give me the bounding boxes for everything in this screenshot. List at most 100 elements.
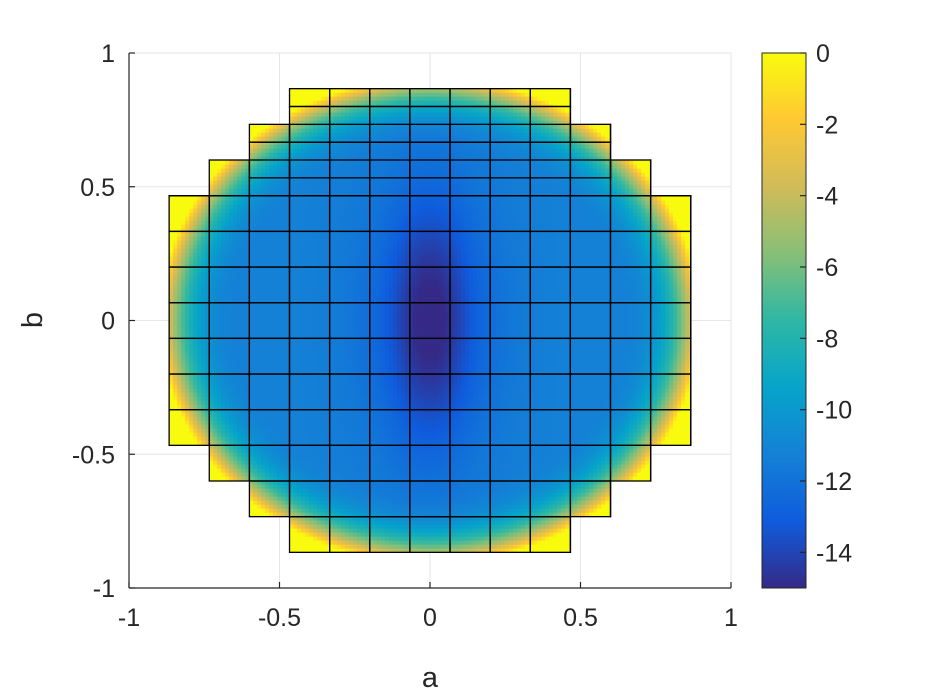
field-pixel xyxy=(225,372,230,378)
field-pixel xyxy=(281,144,286,150)
field-pixel xyxy=(269,320,274,326)
field-pixel xyxy=(269,324,274,330)
field-pixel xyxy=(249,380,254,386)
field-pixel xyxy=(217,288,222,294)
field-pixel xyxy=(325,476,330,482)
field-pixel xyxy=(309,360,314,366)
field-pixel xyxy=(317,544,322,550)
field-pixel xyxy=(273,232,278,238)
field-pixel xyxy=(241,440,246,446)
field-pixel xyxy=(325,520,330,526)
field-pixel xyxy=(213,252,218,258)
field-pixel xyxy=(201,288,206,294)
field-pixel xyxy=(333,140,338,146)
field-pixel xyxy=(281,352,286,358)
field-pixel xyxy=(281,240,286,246)
field-pixel xyxy=(269,460,274,466)
field-pixel xyxy=(337,424,342,430)
field-pixel xyxy=(329,288,334,294)
field-pixel xyxy=(273,124,278,130)
field-pixel xyxy=(281,512,286,518)
field-pixel xyxy=(301,396,306,402)
field-pixel xyxy=(241,188,246,194)
field-pixel xyxy=(173,224,178,230)
field-pixel xyxy=(337,88,342,94)
field-pixel xyxy=(273,320,278,326)
field-pixel xyxy=(269,136,274,142)
field-pixel xyxy=(197,348,202,354)
field-pixel xyxy=(217,332,222,338)
field-pixel xyxy=(193,368,198,374)
field-pixel xyxy=(289,280,294,286)
field-pixel xyxy=(257,384,262,390)
field-pixel xyxy=(265,280,270,286)
field-pixel xyxy=(289,284,294,290)
field-pixel xyxy=(289,332,294,338)
field-pixel xyxy=(293,252,298,258)
field-pixel xyxy=(313,352,318,358)
field-pixel xyxy=(213,432,218,438)
field-pixel xyxy=(181,372,186,378)
field-pixel xyxy=(337,172,342,178)
field-pixel xyxy=(189,384,194,390)
field-pixel xyxy=(297,348,302,354)
field-pixel xyxy=(253,500,258,506)
field-pixel xyxy=(289,392,294,398)
field-pixel xyxy=(249,384,254,390)
field-pixel xyxy=(301,192,306,198)
field-pixel xyxy=(229,188,234,194)
field-pixel xyxy=(225,164,230,170)
field-pixel xyxy=(245,252,250,258)
field-pixel xyxy=(317,256,322,262)
field-pixel xyxy=(337,184,342,190)
field-pixel xyxy=(269,436,274,442)
field-pixel xyxy=(313,388,318,394)
field-pixel xyxy=(325,224,330,230)
field-pixel xyxy=(257,256,262,262)
field-pixel xyxy=(169,384,174,390)
field-pixel xyxy=(269,288,274,294)
field-pixel xyxy=(177,204,182,210)
field-pixel xyxy=(297,168,302,174)
field-pixel xyxy=(281,364,286,370)
field-pixel xyxy=(333,400,338,406)
field-pixel xyxy=(293,324,298,330)
field-pixel xyxy=(337,192,342,198)
field-pixel xyxy=(293,328,298,334)
field-pixel xyxy=(241,296,246,302)
field-pixel xyxy=(201,252,206,258)
field-pixel xyxy=(333,316,338,322)
field-pixel xyxy=(261,312,266,318)
field-pixel xyxy=(317,316,322,322)
field-pixel xyxy=(317,244,322,250)
field-pixel xyxy=(309,432,314,438)
field-pixel xyxy=(337,200,342,206)
field-pixel xyxy=(253,208,258,214)
field-pixel xyxy=(261,340,266,346)
field-pixel xyxy=(321,376,326,382)
field-pixel xyxy=(181,292,186,298)
field-pixel xyxy=(269,296,274,302)
field-pixel xyxy=(205,268,210,274)
field-pixel xyxy=(209,468,214,474)
field-pixel xyxy=(297,248,302,254)
field-pixel xyxy=(325,448,330,454)
field-pixel xyxy=(273,384,278,390)
field-pixel xyxy=(177,248,182,254)
field-pixel xyxy=(313,524,318,530)
field-pixel xyxy=(197,204,202,210)
field-pixel xyxy=(309,508,314,514)
field-pixel xyxy=(249,340,254,346)
field-pixel xyxy=(209,328,214,334)
field-pixel xyxy=(273,188,278,194)
field-pixel xyxy=(305,212,310,218)
field-pixel xyxy=(325,132,330,138)
field-pixel xyxy=(317,496,322,502)
field-pixel xyxy=(241,368,246,374)
field-pixel xyxy=(249,144,254,150)
field-pixel xyxy=(209,204,214,210)
field-pixel xyxy=(205,196,210,202)
field-pixel xyxy=(265,324,270,330)
field-pixel xyxy=(253,444,258,450)
field-pixel xyxy=(325,444,330,450)
